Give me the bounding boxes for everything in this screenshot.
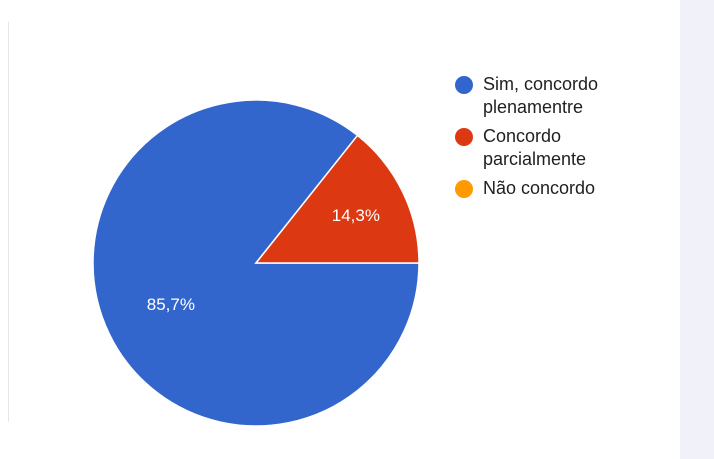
side-panel bbox=[680, 0, 714, 459]
chart-legend: Sim, concordo plenamentre Concordo parcial… bbox=[455, 73, 665, 206]
legend-swatch-nao bbox=[455, 180, 473, 198]
legend-swatch-sim bbox=[455, 76, 473, 94]
legend-label-parcialmente: Concordo parcialmente bbox=[483, 126, 587, 169]
legend-item-parcialmente[interactable]: Concordo parcialmente bbox=[455, 125, 665, 171]
left-border bbox=[8, 22, 9, 422]
pie-slice-parcialmente[interactable] bbox=[254, 134, 420, 264]
pie-slice-labels: 85,7% 14,3% bbox=[147, 206, 380, 314]
legend-swatch-parcialmente bbox=[455, 128, 473, 146]
pie-slices bbox=[92, 99, 420, 427]
legend-item-nao[interactable]: Não concordo bbox=[455, 177, 665, 200]
legend-item-sim[interactable]: Sim, concordo plenamentre bbox=[455, 73, 665, 119]
pie-label-parcialmente: 14,3% bbox=[332, 206, 380, 225]
legend-label-sim: Sim, concordo plenamentre bbox=[483, 74, 599, 117]
pie-label-sim: 85,7% bbox=[147, 295, 195, 314]
legend-label-nao: Não concordo bbox=[483, 178, 596, 198]
